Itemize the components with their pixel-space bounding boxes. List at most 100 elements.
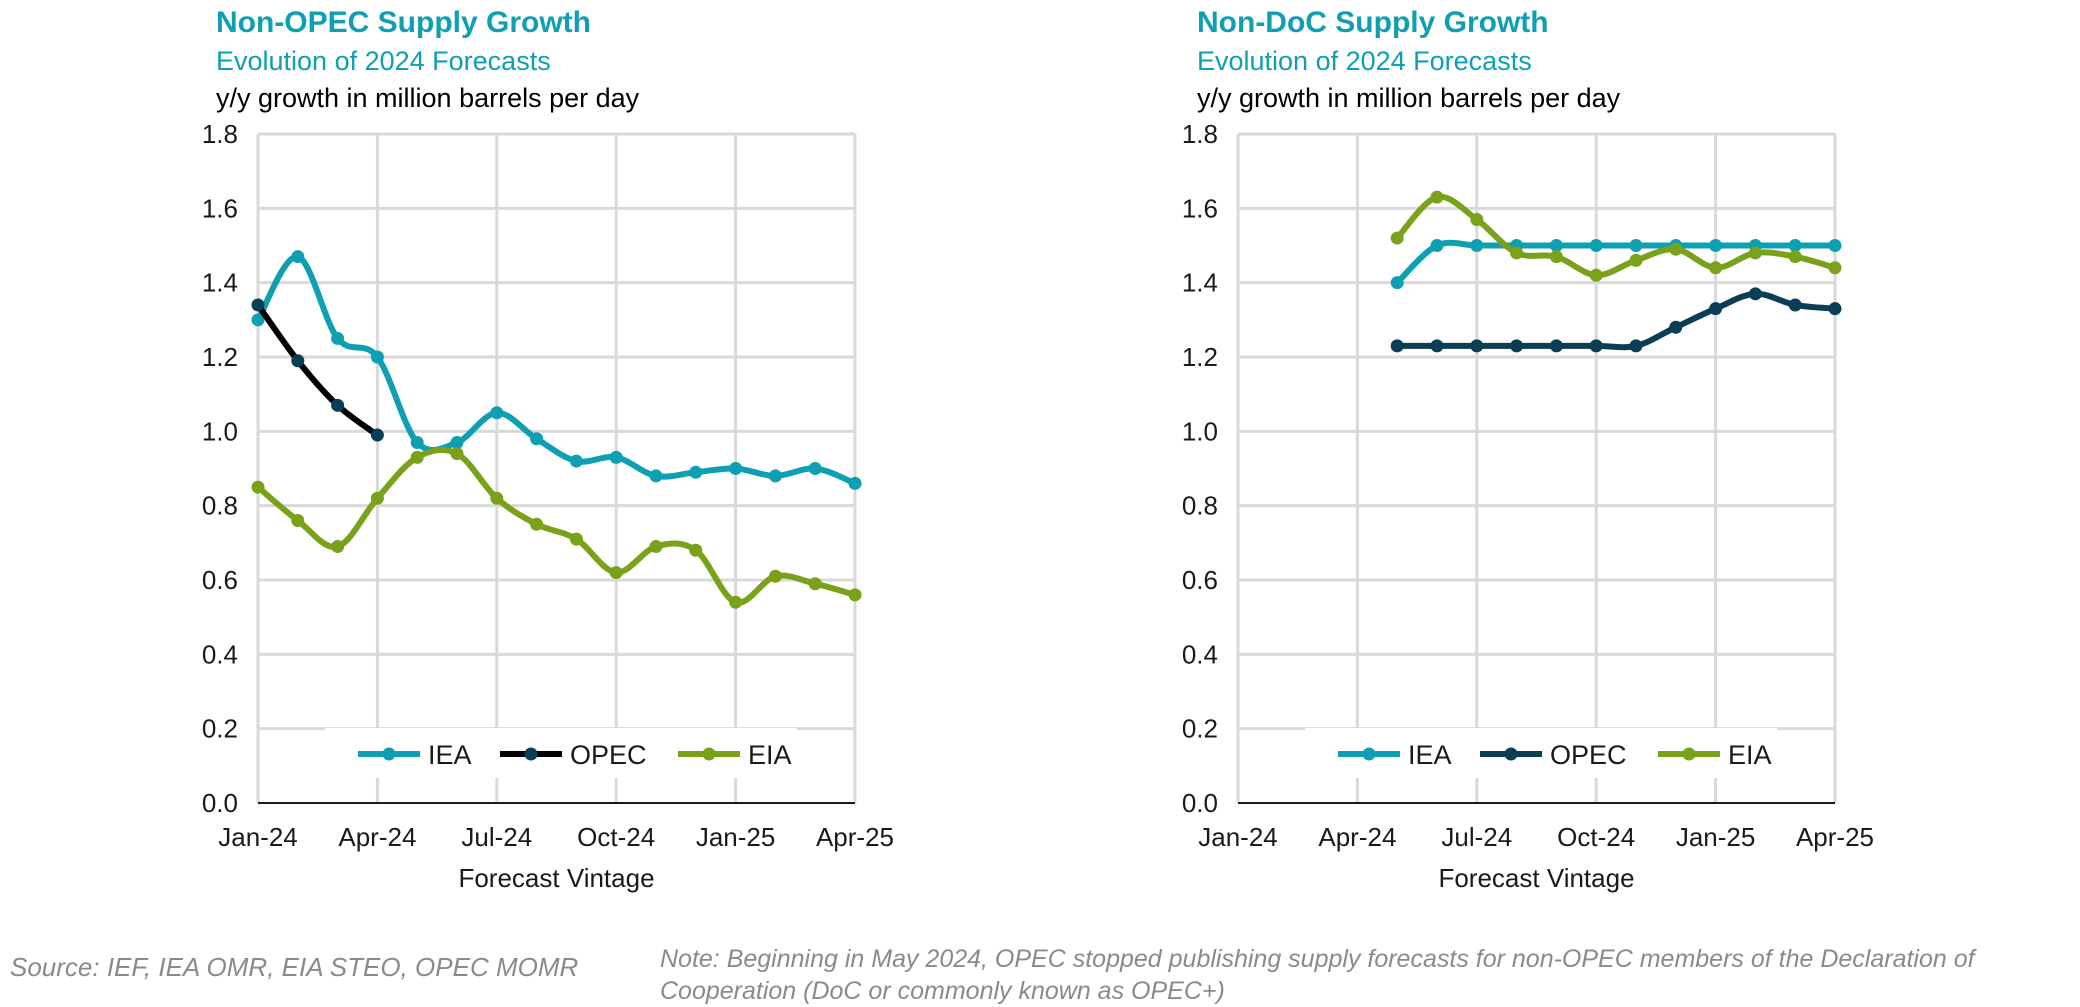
- data-point-iea: [530, 432, 544, 446]
- x-tick-label: Oct-24: [577, 822, 655, 852]
- x-tick-label: Jan-25: [696, 822, 776, 852]
- legend-label-iea: IEA: [1408, 740, 1452, 770]
- data-point-eia: [1629, 253, 1643, 267]
- y-tick-label: 1.0: [202, 416, 238, 446]
- chart-panel-non-doc: Non-DoC Supply Growth Evolution of 2024 …: [980, 0, 1980, 900]
- y-tick-label: 1.6: [202, 193, 238, 223]
- data-point-eia: [609, 566, 623, 580]
- data-point-iea: [569, 454, 583, 468]
- x-tick-label: Oct-24: [1557, 822, 1635, 852]
- data-point-eia: [490, 491, 504, 505]
- legend-marker-iea: [1362, 747, 1376, 761]
- legend-marker-opec: [1504, 747, 1518, 761]
- data-point-opec: [1589, 339, 1603, 353]
- data-point-eia: [768, 569, 782, 583]
- chart-subtitle: Evolution of 2024 Forecasts: [1197, 46, 1532, 76]
- data-point-eia: [848, 588, 862, 602]
- data-point-eia: [331, 540, 345, 554]
- data-point-eia: [569, 532, 583, 546]
- series-line-opec: [255, 301, 381, 439]
- data-point-eia: [530, 517, 544, 531]
- data-point-eia: [1470, 212, 1484, 226]
- data-point-eia: [1549, 250, 1563, 264]
- data-point-eia: [1430, 190, 1444, 204]
- y-tick-label: 1.4: [1182, 268, 1218, 298]
- y-tick-label: 0.0: [202, 788, 238, 818]
- data-point-opec: [251, 298, 265, 312]
- data-point-opec: [1748, 287, 1762, 301]
- line-chart-non-doc: 0.0 0.2 0.4 0.6 0.8 1.0 1.2 1.4 1.6 1.8 Jan-24 Apr-…: [1182, 119, 1874, 893]
- y-tick-label: 1.0: [1182, 416, 1218, 446]
- data-point-opec: [1629, 339, 1643, 353]
- legend-label-opec: OPEC: [1550, 740, 1627, 770]
- data-point-eia: [1788, 250, 1802, 264]
- x-tick-label: Jul-24: [1441, 822, 1512, 852]
- y-tick-label: 0.6: [1182, 565, 1218, 595]
- legend-marker-opec: [524, 747, 538, 761]
- y-tick-label: 0.6: [202, 565, 238, 595]
- legend-label-eia: EIA: [1728, 740, 1772, 770]
- data-point-iea: [1828, 239, 1842, 252]
- series-line-eia: [255, 446, 858, 606]
- data-point-opec: [291, 354, 305, 368]
- y-tick-label: 0.8: [1182, 491, 1218, 521]
- data-point-opec: [1669, 320, 1683, 334]
- data-point-eia: [1828, 261, 1842, 275]
- y-tick-label: 1.4: [202, 268, 238, 298]
- data-point-eia: [291, 514, 305, 528]
- y-tick-label: 0.4: [202, 639, 238, 669]
- data-point-iea: [490, 406, 504, 420]
- data-point-opec: [1390, 339, 1404, 353]
- data-point-eia: [450, 447, 464, 461]
- data-point-iea: [1788, 239, 1802, 252]
- data-point-eia: [370, 491, 384, 505]
- data-point-iea: [331, 331, 345, 345]
- data-point-eia: [251, 480, 265, 494]
- line-chart-non-opec: 0.0 0.2 0.4 0.6 0.8 1.0 1.2 1.4 1.6 1.8 Jan-24 Apr-…: [202, 119, 894, 893]
- source-note: Source: IEF, IEA OMR, EIA STEO, OPEC MOM…: [10, 952, 579, 982]
- chart-subtitle: Evolution of 2024 Forecasts: [216, 46, 551, 76]
- data-point-iea: [609, 450, 623, 464]
- data-point-iea: [1549, 239, 1563, 252]
- data-point-opec: [1709, 302, 1723, 316]
- data-point-iea: [1709, 239, 1723, 252]
- chart-panel-non-opec: Non-OPEC Supply Growth Evolution of 2024…: [0, 0, 1000, 900]
- legend-marker-eia: [702, 747, 716, 761]
- data-point-eia: [729, 595, 743, 609]
- chart-units: y/y growth in million barrels per day: [1197, 83, 1621, 113]
- data-point-iea: [1589, 239, 1603, 252]
- x-axis-title: Forecast Vintage: [458, 863, 654, 893]
- data-point-opec: [1510, 339, 1524, 353]
- data-point-iea: [291, 250, 305, 264]
- x-tick-label: Apr-24: [338, 822, 416, 852]
- data-point-iea: [410, 435, 424, 449]
- data-point-iea: [848, 476, 862, 490]
- chart-title: Non-DoC Supply Growth: [1197, 6, 1549, 39]
- data-point-opec: [331, 398, 345, 412]
- series-line-iea: [1394, 239, 1838, 286]
- x-tick-label: Jan-25: [1676, 822, 1756, 852]
- data-point-iea: [1390, 276, 1404, 290]
- data-point-opec: [1549, 339, 1563, 353]
- y-tick-label: 1.8: [1182, 119, 1218, 149]
- data-point-eia: [689, 543, 703, 557]
- y-tick-label: 0.8: [202, 491, 238, 521]
- x-tick-label: Apr-25: [816, 822, 894, 852]
- chart-title: Non-OPEC Supply Growth: [216, 6, 591, 39]
- x-axis-title: Forecast Vintage: [1438, 863, 1634, 893]
- data-point-opec: [1828, 302, 1842, 316]
- data-point-eia: [410, 450, 424, 464]
- data-point-eia: [649, 540, 663, 554]
- y-tick-label: 0.0: [1182, 788, 1218, 818]
- data-point-eia: [1709, 261, 1723, 275]
- legend-marker-iea: [382, 747, 396, 761]
- y-tick-label: 1.8: [202, 119, 238, 149]
- data-point-opec: [1430, 339, 1444, 353]
- data-point-iea: [729, 462, 743, 475]
- data-point-eia: [1510, 246, 1524, 260]
- data-point-iea: [1629, 239, 1643, 252]
- data-point-eia: [1390, 231, 1404, 245]
- y-tick-label: 0.2: [1182, 714, 1218, 744]
- data-point-iea: [689, 465, 703, 479]
- data-point-eia: [1669, 242, 1683, 256]
